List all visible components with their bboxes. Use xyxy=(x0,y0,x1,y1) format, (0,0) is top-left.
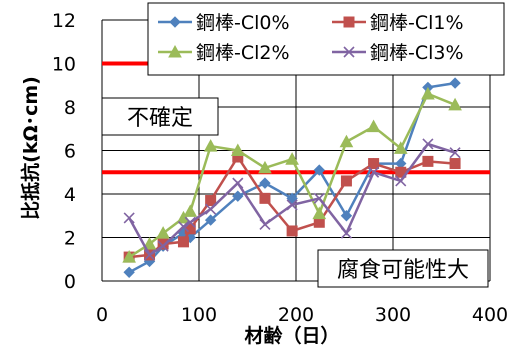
legend-swatch-marker-2 xyxy=(168,44,182,58)
annotation-uncertain-text: 不確定 xyxy=(127,106,193,131)
y-tick-label-0: 0 xyxy=(64,271,76,293)
series-2-point-13 xyxy=(421,86,435,100)
series-3-point-9 xyxy=(313,192,325,204)
y-tick-label-5: 10 xyxy=(52,54,76,76)
series-2-point-2 xyxy=(156,226,170,239)
series-1-point-3 xyxy=(177,236,189,248)
legend-item-1: 鋼棒-Cl1% xyxy=(332,12,464,34)
legend-swatch-marker-0 xyxy=(169,16,181,28)
series-2-point-9 xyxy=(312,206,327,220)
legend-box xyxy=(147,2,505,76)
series-3-point-4 xyxy=(184,216,196,228)
series-2-point-10 xyxy=(339,134,354,148)
annotation-high-corrosion-box xyxy=(317,249,489,288)
legend-label-1: 鋼棒-Cl1% xyxy=(370,12,464,34)
y-tick-label-6: 12 xyxy=(52,10,76,32)
x-tick-label-0: 0 xyxy=(96,304,108,326)
y-axis-label: 比抵抗(kΩ･cm) xyxy=(19,76,42,220)
legend-swatch-marker-3 xyxy=(343,46,355,58)
x-axis-label: 材齢（日） xyxy=(244,324,339,347)
series-2-point-0 xyxy=(122,250,137,263)
annotation-uncertain-box xyxy=(101,97,219,136)
x-tick-label-3: 300 xyxy=(375,304,411,326)
series-1-point-13 xyxy=(422,155,434,167)
y-tick-label-2: 4 xyxy=(64,184,76,206)
series-3-point-2 xyxy=(157,240,169,252)
y-tick-label-3: 6 xyxy=(64,141,76,163)
series-3-point-5 xyxy=(205,203,217,215)
series-0-point-6 xyxy=(232,190,244,202)
series-3-point-12 xyxy=(395,175,407,187)
legend: 鋼棒-Cl0% 鋼棒-Cl1% 鋼棒-Cl2% 鋼棒-Cl3% xyxy=(147,2,505,76)
series-1-point-10 xyxy=(340,175,352,187)
series-3 xyxy=(123,138,461,261)
x-tick-label-2: 200 xyxy=(278,304,314,326)
x-tick-label-1: 100 xyxy=(181,304,217,326)
series-0-point-9 xyxy=(313,164,325,176)
series-3-point-0 xyxy=(123,212,135,224)
series-2-point-12 xyxy=(393,141,408,154)
series-1-point-7 xyxy=(259,192,271,204)
series-2-point-5 xyxy=(203,139,218,152)
legend-swatch-marker-1 xyxy=(343,16,355,28)
series-2-point-8 xyxy=(285,152,299,165)
series-0-point-8 xyxy=(286,192,298,205)
series-3-point-11 xyxy=(368,166,380,178)
series-3-point-14 xyxy=(449,147,461,159)
annotation-high-corrosion: 腐食可能性大 xyxy=(317,249,489,288)
series-0-point-10 xyxy=(340,210,353,222)
series-2-point-14 xyxy=(448,97,462,111)
series-1-point-11 xyxy=(368,158,380,170)
series-3-point-8 xyxy=(286,199,298,211)
series-2-point-7 xyxy=(258,160,272,174)
x-tick-label-4: 400 xyxy=(472,304,508,326)
series-3-point-7 xyxy=(259,218,271,231)
series-1-point-8 xyxy=(286,225,298,237)
series-3-point-10 xyxy=(340,227,353,239)
legend-label-2: 鋼棒-Cl2% xyxy=(196,42,290,64)
legend-label-0: 鋼棒-Cl0% xyxy=(196,12,290,34)
series-2-point-4 xyxy=(183,204,198,217)
series-3-point-13 xyxy=(422,138,434,150)
series-3-point-6 xyxy=(232,177,244,189)
legend-item-3: 鋼棒-Cl3% xyxy=(332,42,464,64)
series-0-point-7 xyxy=(259,177,271,189)
series-3-point-1 xyxy=(143,249,156,261)
series-2-point-1 xyxy=(142,236,157,250)
series-3-point-3 xyxy=(177,221,190,233)
series-layer xyxy=(122,77,462,279)
annotation-high-corrosion-text: 腐食可能性大 xyxy=(337,258,469,283)
series-0-point-5 xyxy=(204,214,217,226)
legend-label-3: 鋼棒-Cl3% xyxy=(370,42,464,64)
series-0-point-0 xyxy=(123,266,135,279)
y-tick-label-1: 2 xyxy=(64,228,76,250)
series-1-point-2 xyxy=(157,238,169,250)
series-0-point-14 xyxy=(449,77,461,89)
series-1-point-14 xyxy=(449,158,461,170)
series-2 xyxy=(122,86,462,263)
y-tick-label-4: 8 xyxy=(64,97,76,119)
legend-item-2: 鋼棒-Cl2% xyxy=(158,42,290,64)
annotation-uncertain: 不確定 xyxy=(101,97,219,136)
series-2-point-11 xyxy=(366,119,381,133)
legend-item-0: 鋼棒-Cl0% xyxy=(158,12,290,34)
tick-labels: 0 2 4 6 8 10 12 0 100 200 300 400 xyxy=(52,10,508,326)
series-1-point-5 xyxy=(205,195,217,207)
series-2-point-6 xyxy=(230,143,245,156)
